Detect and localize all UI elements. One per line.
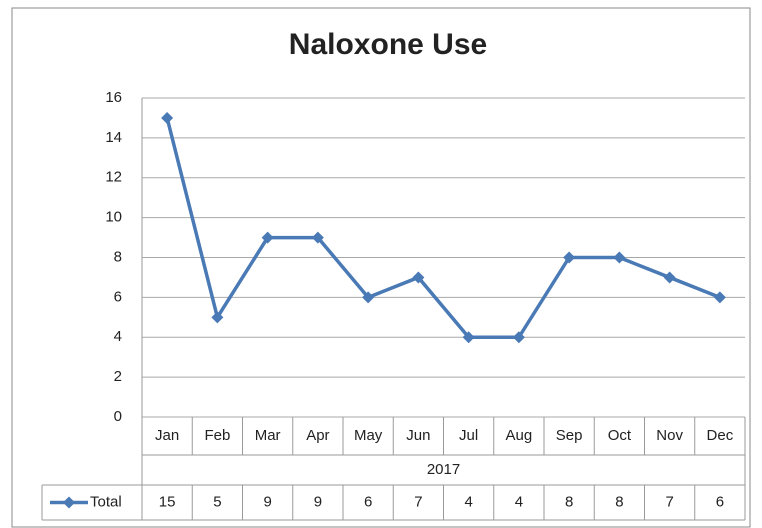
marker	[462, 331, 475, 344]
table-value: 15	[159, 493, 176, 510]
x-tick-label: Mar	[255, 427, 281, 444]
table-value: 6	[716, 493, 724, 510]
x-tick-label: May	[354, 427, 383, 444]
marker	[412, 271, 425, 284]
x-tick-label: Jun	[406, 427, 430, 444]
series-line	[165, 117, 721, 339]
y-tick-label: 2	[114, 368, 122, 385]
marker	[663, 271, 676, 284]
x-tick-label: Jan	[155, 427, 179, 444]
legend-label: Total	[90, 493, 122, 510]
x-tick-label: Dec	[707, 427, 734, 444]
category-group-label: 2017	[427, 461, 460, 478]
y-tick-label: 8	[114, 248, 122, 265]
x-tick-label: Aug	[506, 427, 533, 444]
table-value: 4	[464, 493, 472, 510]
y-tick-label: 10	[105, 209, 122, 226]
marker	[311, 231, 324, 244]
y-tick-label: 4	[114, 328, 122, 345]
x-tick-label: Oct	[608, 427, 632, 444]
x-tick-label: Feb	[204, 427, 230, 444]
table-value: 7	[414, 493, 422, 510]
marker	[362, 291, 375, 304]
table-value: 6	[364, 493, 372, 510]
marker	[512, 331, 525, 344]
x-tick-label: Apr	[306, 427, 329, 444]
marker	[161, 111, 174, 124]
table-value: 9	[314, 493, 322, 510]
marker	[261, 231, 274, 244]
chart-title: Naloxone Use	[289, 28, 487, 61]
table-value: 9	[263, 493, 271, 510]
y-tick-label: 12	[105, 169, 122, 186]
table-value: 8	[565, 493, 573, 510]
table-value: 8	[615, 493, 623, 510]
legend-marker	[63, 496, 75, 509]
x-tick-label: Sep	[556, 427, 583, 444]
x-tick-label: Jul	[459, 427, 478, 444]
y-tick-label: 0	[114, 408, 122, 425]
marker	[613, 251, 626, 264]
marker	[563, 251, 576, 264]
marker	[713, 291, 726, 304]
y-tick-label: 14	[105, 129, 122, 146]
chart-border	[11, 7, 751, 528]
table-value: 7	[665, 493, 673, 510]
table-value: 5	[213, 493, 221, 510]
y-tick-label: 16	[105, 89, 122, 106]
y-tick-label: 6	[114, 288, 122, 305]
marker	[211, 311, 224, 324]
x-tick-label: Nov	[656, 427, 683, 444]
table-value: 4	[515, 493, 523, 510]
